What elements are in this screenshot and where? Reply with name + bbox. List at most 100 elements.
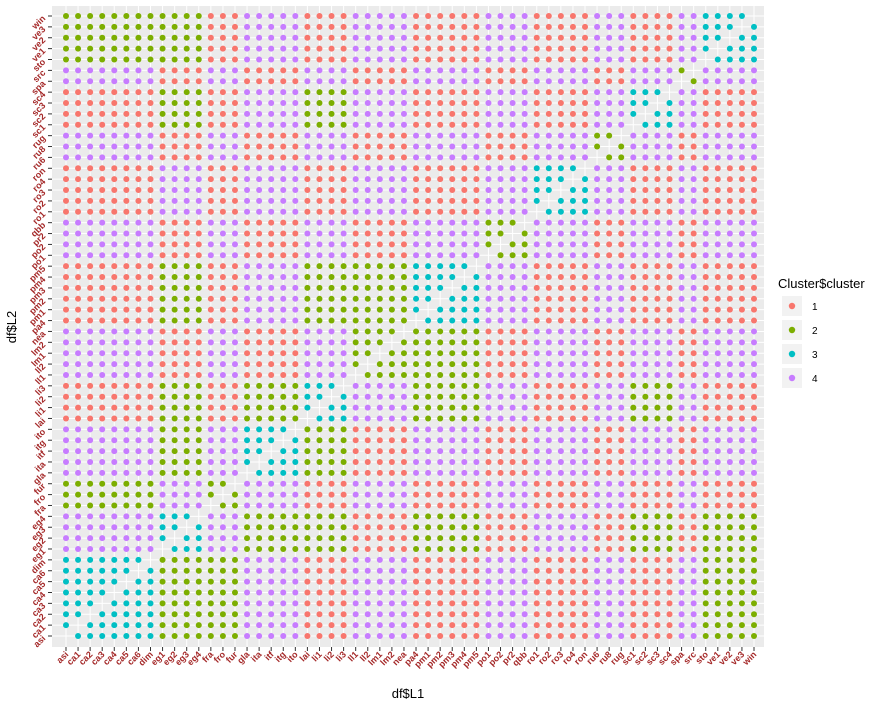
data-point — [738, 437, 745, 444]
data-point — [268, 263, 275, 270]
data-point — [521, 469, 528, 476]
data-point — [654, 622, 661, 629]
data-point — [751, 567, 757, 574]
data-point — [159, 154, 166, 161]
data-point — [497, 34, 504, 41]
data-point — [726, 252, 733, 259]
data-point — [557, 176, 564, 183]
data-point — [268, 317, 275, 324]
data-point — [304, 339, 311, 346]
data-point — [340, 252, 347, 259]
data-point — [99, 317, 106, 324]
data-point — [485, 361, 492, 368]
data-point — [183, 404, 190, 411]
data-point — [244, 306, 251, 313]
data-point — [726, 469, 733, 476]
data-point — [316, 535, 323, 542]
data-point — [244, 23, 251, 30]
data-point — [340, 110, 347, 117]
data-point — [714, 524, 721, 531]
data-point — [123, 13, 130, 19]
data-point — [256, 600, 263, 607]
data-point — [738, 306, 745, 313]
data-point — [316, 252, 323, 259]
data-point — [642, 89, 649, 96]
data-point — [304, 382, 311, 389]
data-point — [654, 263, 661, 270]
data-point — [376, 426, 383, 433]
data-point — [171, 67, 178, 74]
data-point — [533, 165, 540, 172]
data-point — [195, 567, 202, 574]
data-point — [352, 67, 359, 74]
data-point — [328, 545, 335, 552]
data-point — [425, 458, 432, 465]
data-point — [425, 545, 432, 552]
data-point — [521, 23, 528, 30]
data-point — [388, 241, 395, 248]
data-point — [702, 328, 709, 335]
data-point — [461, 589, 468, 596]
data-point — [316, 121, 323, 128]
data-point — [654, 437, 661, 444]
data-point — [183, 317, 190, 324]
data-point — [606, 154, 613, 161]
data-point — [606, 535, 613, 542]
data-point — [280, 578, 287, 585]
data-point — [726, 121, 733, 128]
data-point — [582, 110, 589, 117]
data-point — [437, 371, 444, 378]
data-point — [461, 426, 468, 433]
data-point — [751, 556, 757, 563]
data-point — [630, 524, 637, 531]
data-point — [678, 535, 685, 542]
data-point — [364, 252, 371, 259]
data-point — [473, 208, 480, 215]
data-point — [195, 404, 202, 411]
data-point — [425, 480, 432, 487]
data-point — [642, 556, 649, 563]
data-point — [521, 317, 528, 324]
data-point — [582, 67, 589, 74]
data-point — [183, 545, 190, 552]
data-point — [678, 317, 685, 324]
data-point — [195, 578, 202, 585]
data-point — [364, 339, 371, 346]
data-point — [328, 132, 335, 139]
data-point — [521, 34, 528, 41]
data-point — [533, 34, 540, 41]
data-point — [219, 633, 226, 639]
data-point — [473, 469, 480, 476]
data-point — [195, 132, 202, 139]
data-point — [280, 100, 287, 107]
data-point — [690, 524, 697, 531]
data-point — [702, 100, 709, 107]
data-point — [690, 567, 697, 574]
data-point — [99, 404, 106, 411]
data-point — [400, 284, 407, 291]
data-point — [618, 361, 625, 368]
data-point — [449, 491, 456, 498]
data-point — [268, 545, 275, 552]
data-point — [594, 187, 601, 194]
data-point — [557, 208, 564, 215]
data-point — [485, 556, 492, 563]
data-point — [364, 219, 371, 226]
data-point — [256, 339, 263, 346]
data-point — [569, 339, 576, 346]
data-point — [207, 284, 214, 291]
data-point — [400, 45, 407, 52]
data-point — [268, 371, 275, 378]
data-point — [582, 274, 589, 281]
data-point — [268, 121, 275, 128]
data-point — [557, 78, 564, 85]
data-point — [702, 121, 709, 128]
data-point — [521, 361, 528, 368]
data-point — [642, 502, 649, 509]
data-point — [630, 339, 637, 346]
data-point — [678, 230, 685, 237]
data-point — [171, 458, 178, 465]
data-point — [666, 350, 673, 357]
data-point — [521, 284, 528, 291]
data-point — [473, 284, 480, 291]
